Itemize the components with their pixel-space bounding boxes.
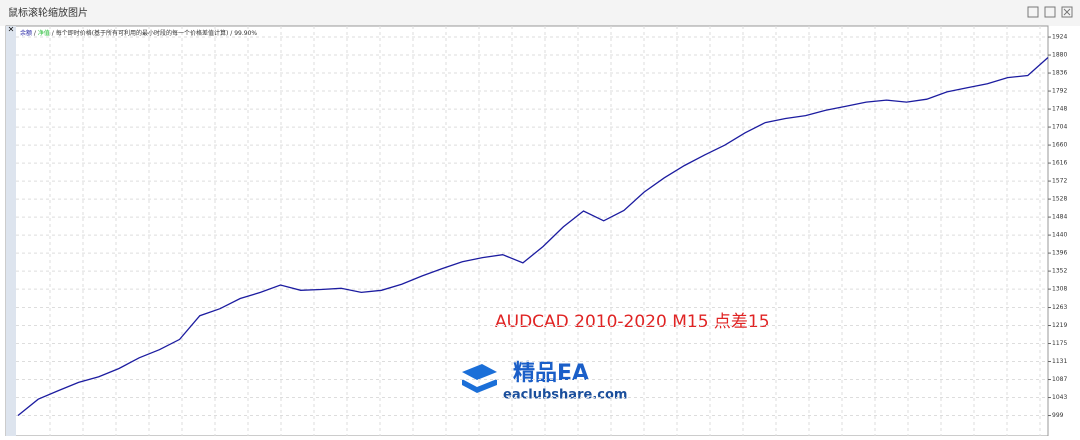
legend: 余额 / 净值 / 每个即时价格(基于所有可利用的最小时段的每一个价格差值计算)…	[20, 29, 257, 37]
y-tick-label: 1792	[1052, 88, 1067, 95]
y-tick-label: 999	[1052, 412, 1064, 419]
equity-line	[17, 57, 1049, 417]
close-button[interactable]	[1061, 6, 1073, 18]
legend-entry: 净值	[38, 29, 50, 37]
title-bar	[0, 0, 1080, 26]
vertical-grid	[49, 26, 1041, 436]
close-icon	[1063, 8, 1071, 16]
y-tick-label: 1572	[1052, 178, 1067, 185]
y-tick-label: 1043	[1052, 394, 1067, 401]
y-tick-label: 1704	[1052, 124, 1067, 131]
logo-site: eaclubshare.com	[503, 388, 627, 403]
legend-entry: 余额	[20, 29, 32, 37]
y-tick-label: 1748	[1052, 106, 1067, 113]
y-tick-label: 1528	[1052, 196, 1067, 203]
side-strip	[6, 26, 16, 436]
maximize-button[interactable]	[1044, 6, 1056, 18]
logo-name: 精品EA	[513, 360, 589, 386]
y-tick-label: 1836	[1052, 70, 1067, 77]
y-tick-label: 1263	[1052, 304, 1067, 311]
y-tick-label: 1660	[1052, 142, 1067, 149]
y-tick-label: 1131	[1052, 358, 1067, 365]
y-tick-label: 1175	[1052, 340, 1067, 347]
model-text: 每个即时价格(基于所有可利用的最小时段的每一个价格差值计算) / 99.90%	[56, 29, 258, 37]
plot-frame	[5, 25, 1049, 437]
close-mark: ×	[8, 25, 15, 34]
annotation: AUDCAD 2010-2020 M15 点差15	[495, 312, 770, 332]
y-tick-label: 1440	[1052, 232, 1067, 239]
y-tick-label: 1924	[1052, 34, 1067, 41]
window-title: 鼠标滚轮缩放图片	[8, 6, 88, 19]
y-tick-label: 1308	[1052, 286, 1067, 293]
logo: 精品EA eaclubshare.com	[462, 360, 627, 403]
y-tick-label: 1396	[1052, 250, 1067, 257]
y-tick-label: 1880	[1052, 52, 1067, 59]
y-tick-label: 1484	[1052, 214, 1067, 221]
popout-button[interactable]	[1027, 6, 1039, 18]
y-tick-label: 1087	[1052, 376, 1067, 383]
y-tick-label: 1616	[1052, 160, 1067, 167]
logo-icon	[462, 364, 497, 380]
y-tick-label: 1352	[1052, 268, 1067, 275]
y-tick-label: 1219	[1052, 322, 1067, 329]
logo-icon	[462, 379, 497, 393]
